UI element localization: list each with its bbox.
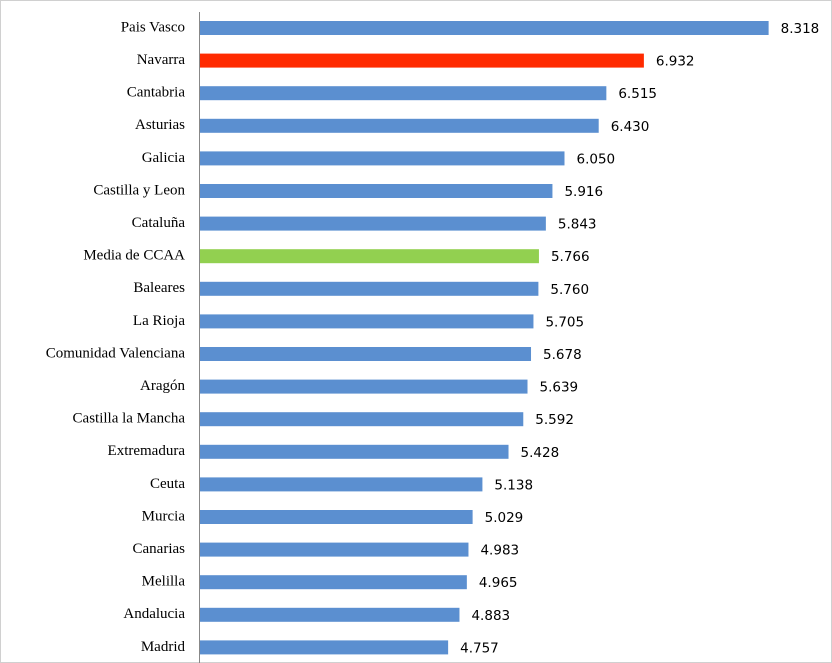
- bar: [200, 347, 532, 361]
- bar: [200, 314, 534, 329]
- bar: [200, 640, 449, 655]
- category-label: Melilla: [142, 574, 186, 590]
- bar: [200, 151, 565, 166]
- category-label: Murcia: [142, 508, 186, 524]
- bar: [200, 444, 509, 459]
- value-label: 5.843: [558, 217, 597, 233]
- category-label: Extremadura: [108, 443, 186, 459]
- value-label: 6.515: [618, 86, 657, 102]
- bar: [200, 607, 460, 622]
- value-label: 5.678: [543, 347, 582, 363]
- value-label: 4.983: [480, 543, 519, 559]
- category-label: Ceuta: [150, 476, 185, 492]
- category-label: Castilla y Leon: [93, 182, 185, 198]
- bar: [200, 184, 553, 198]
- category-label: Aragón: [140, 378, 185, 394]
- bar: [200, 281, 539, 296]
- value-label: 5.705: [545, 314, 584, 330]
- bar: [200, 118, 599, 133]
- category-label: Cantabria: [127, 85, 186, 101]
- category-label: La Rioja: [133, 313, 185, 329]
- bar: [200, 575, 467, 590]
- category-label: Andalucia: [123, 606, 185, 622]
- value-label: 5.428: [521, 445, 560, 461]
- value-label: 4.883: [471, 608, 510, 624]
- value-label: 5.592: [535, 412, 574, 428]
- bar: [200, 53, 644, 68]
- category-label: Pais Vasco: [121, 19, 185, 35]
- value-label: 4.965: [479, 575, 518, 591]
- bar: [200, 86, 607, 101]
- category-label: Navarra: [137, 52, 186, 68]
- category-label: Madrid: [141, 639, 186, 655]
- value-label: 6.430: [611, 119, 650, 135]
- bar: [200, 412, 524, 427]
- category-label: Asturias: [135, 117, 185, 133]
- category-label: Cataluña: [132, 215, 186, 231]
- bar: [200, 249, 539, 264]
- value-label: 5.029: [485, 510, 524, 526]
- value-label: 5.916: [564, 184, 603, 200]
- category-label: Galicia: [142, 150, 186, 166]
- category-label: Canarias: [133, 541, 186, 557]
- bar: [200, 216, 546, 231]
- bar: [200, 379, 528, 394]
- value-label: 6.050: [577, 151, 616, 167]
- value-label: 5.760: [550, 282, 589, 298]
- bar: [200, 542, 469, 557]
- category-label: Baleares: [133, 280, 185, 296]
- bar: [200, 477, 483, 492]
- category-label: Castilla la Mancha: [73, 411, 186, 427]
- value-label: 5.138: [494, 477, 533, 493]
- category-label: Media de CCAA: [83, 248, 185, 264]
- bar: [200, 510, 473, 524]
- value-label: 8.318: [781, 21, 820, 37]
- bar: [200, 21, 769, 35]
- category-label: Comunidad Valenciana: [46, 345, 186, 361]
- value-label: 5.639: [540, 380, 579, 396]
- value-label: 6.932: [656, 54, 695, 70]
- value-label: 4.757: [460, 640, 499, 656]
- value-label: 5.766: [551, 249, 590, 265]
